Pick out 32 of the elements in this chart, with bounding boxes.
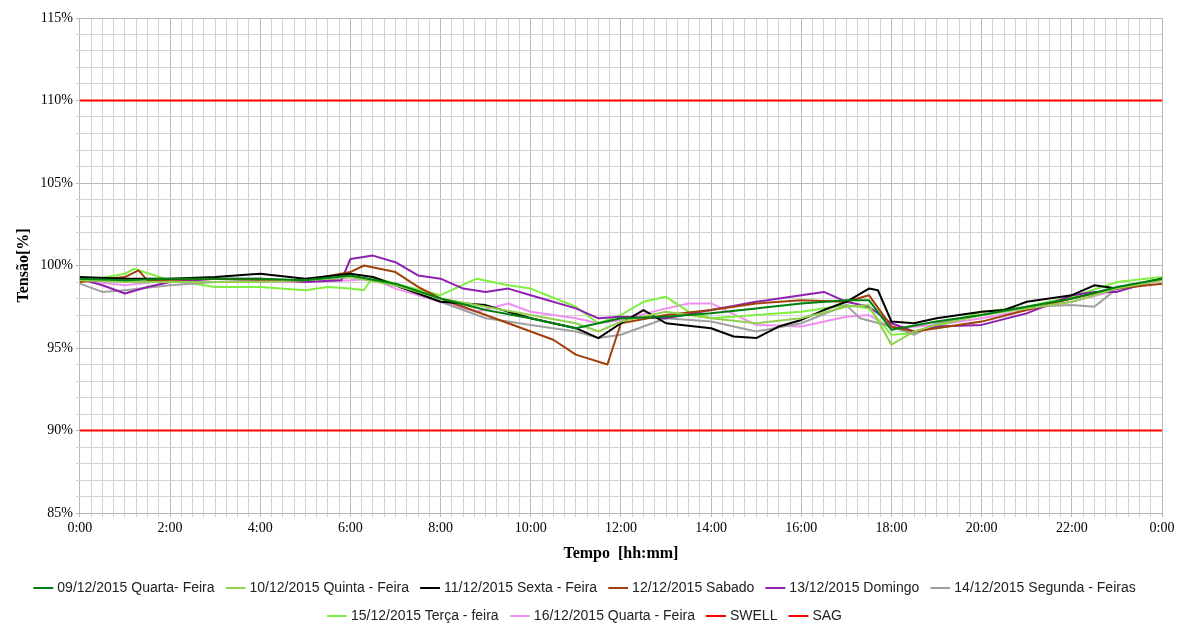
legend-label: 11/12/2015 Sexta - Feira <box>444 578 598 595</box>
x-tick-label: 8:00 <box>428 520 454 536</box>
y-tick-label: 115% <box>40 9 74 25</box>
x-tick-label: 6:00 <box>337 520 363 536</box>
legend-label: SAG <box>812 606 843 623</box>
x-tick-label: 0:00 <box>1149 520 1175 536</box>
x-tick-label: 18:00 <box>875 520 908 536</box>
x-tick-label: 0:00 <box>67 520 93 536</box>
x-tick-label: 4:00 <box>247 520 273 536</box>
x-tick-label: 10:00 <box>514 520 547 536</box>
y-axis-title: Tensão[%] <box>13 228 31 303</box>
x-tick-label: 20:00 <box>965 520 998 536</box>
x-tick-label: 2:00 <box>157 520 183 536</box>
x-axis-title: Tempo [hh:mm] <box>563 543 679 562</box>
y-tick-label: 100% <box>40 257 74 273</box>
y-tick-label: 95% <box>47 339 74 355</box>
y-tick-label: 110% <box>40 92 74 108</box>
legend-label: 16/12/2015 Quarta - Feira <box>533 606 696 623</box>
x-tick-label: 12:00 <box>604 520 637 536</box>
legend-label: 12/12/2015 Sabado <box>632 578 755 595</box>
legend-label: SWELL <box>729 606 778 623</box>
legend-label: 09/12/2015 Quarta- Feira <box>57 578 215 595</box>
x-tick-label: 16:00 <box>785 520 818 536</box>
legend-label: 14/12/2015 Segunda - Feiras <box>954 578 1136 595</box>
legend-label: 10/12/2015 Quinta - Feira <box>249 578 410 595</box>
y-tick-label: 90% <box>47 422 74 438</box>
x-tick-label: 22:00 <box>1055 520 1088 536</box>
x-tick-label: 14:00 <box>695 520 728 536</box>
y-tick-label: 105% <box>40 174 74 190</box>
legend-label: 15/12/2015 Terça - feira <box>351 606 499 623</box>
y-tick-label: 85% <box>47 504 74 520</box>
legend-label: 13/12/2015 Domingo <box>789 578 920 595</box>
